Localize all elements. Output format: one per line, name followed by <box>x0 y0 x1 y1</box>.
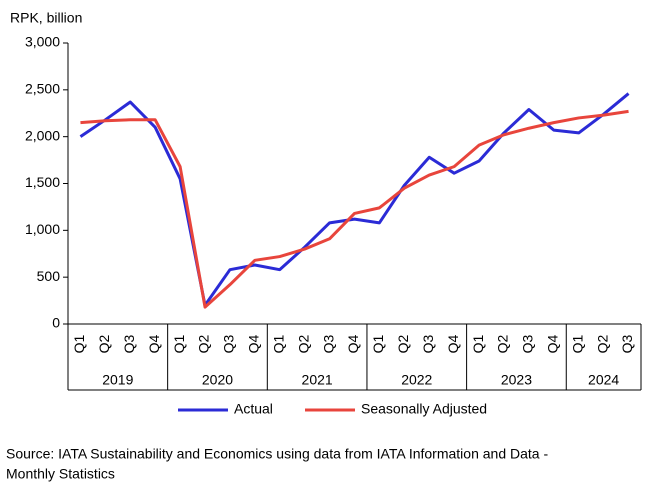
x-tick-label: Q4 <box>246 334 262 353</box>
x-tick-label: Q1 <box>270 334 286 353</box>
y-axis-label: RPK, billion <box>10 10 82 26</box>
x-tick-label: Q2 <box>495 334 511 353</box>
x-tick-label: Q1 <box>370 334 386 353</box>
y-tick-label: 1,500 <box>25 174 60 190</box>
x-tick-label: Q2 <box>96 334 112 353</box>
y-tick-label: 3,000 <box>25 34 60 50</box>
x-tick-label: Q3 <box>520 334 536 353</box>
group-label: 2019 <box>102 372 133 388</box>
x-tick-label: Q4 <box>345 334 361 353</box>
x-tick-label: Q3 <box>320 334 336 353</box>
group-label: 2021 <box>302 372 333 388</box>
x-tick-label: Q2 <box>594 334 610 353</box>
x-tick-label: Q3 <box>619 334 635 353</box>
x-tick-label: Q1 <box>171 334 187 353</box>
legend-label: Seasonally Adjusted <box>361 401 487 417</box>
x-tick-label: Q1 <box>71 334 87 353</box>
x-tick-label: Q3 <box>221 334 237 353</box>
y-tick-label: 0 <box>52 315 60 331</box>
group-label: 2020 <box>202 372 233 388</box>
x-tick-label: Q3 <box>121 334 137 353</box>
source-note: Monthly Statistics <box>6 466 115 482</box>
x-tick-label: Q2 <box>395 334 411 353</box>
x-tick-label: Q4 <box>545 334 561 353</box>
x-tick-label: Q4 <box>445 334 461 353</box>
line-series <box>79 92 630 307</box>
group-label: 2023 <box>501 372 532 388</box>
y-tick-label: 2,000 <box>25 127 60 143</box>
x-tick-label: Q2 <box>295 334 311 353</box>
legend-label: Actual <box>234 401 273 417</box>
y-tick-label: 500 <box>37 268 61 284</box>
x-tick-label: Q4 <box>146 334 162 353</box>
line-series <box>80 109 629 309</box>
source-note: Source: IATA Sustainability and Economic… <box>6 446 548 462</box>
x-tick-label: Q1 <box>470 334 486 353</box>
group-label: 2024 <box>588 372 619 388</box>
group-label: 2022 <box>401 372 432 388</box>
x-tick-label: Q1 <box>569 334 585 353</box>
x-tick-label: Q3 <box>420 334 436 353</box>
x-tick-label: Q2 <box>196 334 212 353</box>
y-tick-label: 1,000 <box>25 221 60 237</box>
y-tick-label: 2,500 <box>25 81 60 97</box>
